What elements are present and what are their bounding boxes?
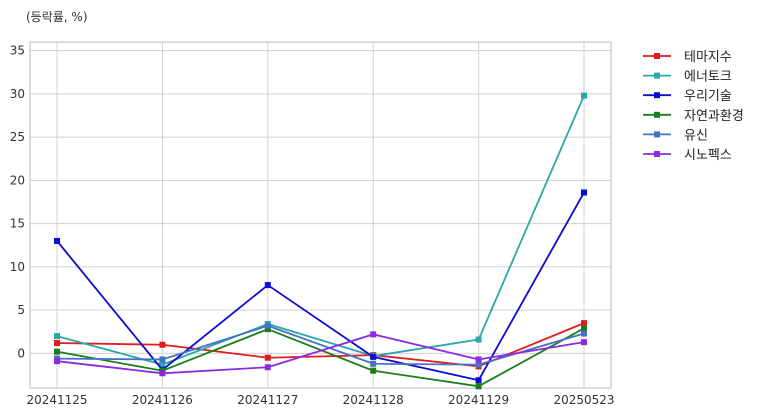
data-point	[581, 92, 587, 99]
legend-swatch-marker	[654, 131, 660, 138]
y-tick-label: 0	[17, 346, 25, 360]
legend-swatch-marker	[654, 92, 660, 99]
series-line	[56, 324, 585, 366]
data-point	[581, 189, 587, 196]
data-point	[475, 361, 482, 368]
data-point	[159, 370, 166, 377]
legend-entry: 자연과환경	[643, 109, 744, 124]
legend-entry: 시노펙스	[643, 148, 732, 163]
legend-label: 테마지수	[684, 50, 732, 65]
series-group	[54, 92, 587, 390]
x-tick-label: 20241127	[237, 393, 298, 407]
legend-swatch-marker	[654, 53, 660, 59]
data-point	[159, 341, 166, 348]
data-point	[54, 358, 60, 365]
y-tick-label: 35	[10, 44, 25, 58]
data-point	[581, 330, 587, 337]
x-tick-label: 20241128	[343, 393, 404, 407]
data-point	[475, 336, 482, 343]
grid	[30, 42, 611, 388]
legend-swatch-marker	[654, 111, 660, 118]
legend-label: 자연과환경	[684, 109, 744, 124]
data-point	[370, 331, 377, 338]
data-point	[475, 377, 482, 384]
data-point	[54, 340, 60, 347]
series-5	[54, 331, 587, 377]
data-point	[581, 320, 587, 327]
data-point	[581, 339, 587, 346]
legend-entry: 유신	[643, 128, 708, 143]
y-axis: 0 5 10 15 20 25 30 35	[10, 44, 25, 361]
y-tick-label: 15	[10, 217, 25, 231]
series-1	[54, 92, 587, 368]
data-point	[54, 333, 60, 340]
legend-label: 시노펙스	[684, 148, 732, 163]
legend-entry: 에너토크	[643, 70, 732, 85]
legend-swatch-marker	[654, 151, 660, 157]
y-tick-label: 5	[17, 303, 25, 317]
series-line	[56, 192, 585, 382]
legend-swatch-marker	[654, 72, 660, 79]
data-point	[581, 325, 587, 332]
data-point	[159, 361, 166, 368]
data-point	[264, 354, 271, 361]
plot-frame	[29, 41, 612, 389]
x-axis: 20241125 20241126 20241127 20241128 20241129…	[26, 393, 614, 407]
legend-label: 에너토크	[684, 70, 732, 85]
data-point	[264, 364, 271, 371]
data-point	[475, 383, 482, 390]
y-tick-label: 30	[10, 87, 25, 101]
data-point	[370, 353, 377, 360]
legend-label: 유신	[684, 128, 708, 143]
data-point	[264, 282, 271, 289]
x-tick-label: 20241126	[132, 393, 193, 407]
legend-entry: 테마지수	[643, 50, 732, 65]
data-point	[370, 367, 377, 374]
data-point	[264, 322, 271, 329]
x-tick-label: 20241129	[448, 393, 509, 407]
data-point	[159, 356, 166, 363]
y-tick-label: 25	[10, 130, 25, 144]
data-point	[370, 360, 377, 367]
y-tick-label: 10	[10, 260, 25, 274]
x-tick-label: 20250523	[553, 393, 614, 407]
data-point	[264, 326, 271, 333]
legend-label: 우리기술	[684, 89, 732, 104]
y-tick-label: 20	[10, 173, 25, 187]
data-point	[475, 356, 482, 363]
legend-entry: 우리기술	[643, 89, 732, 104]
data-point	[54, 237, 60, 244]
series-line	[56, 333, 585, 375]
x-tick-label: 20241125	[26, 393, 87, 407]
unit-label: (등락률, %)	[26, 10, 88, 24]
series-line	[56, 95, 585, 366]
data-point	[54, 348, 60, 355]
